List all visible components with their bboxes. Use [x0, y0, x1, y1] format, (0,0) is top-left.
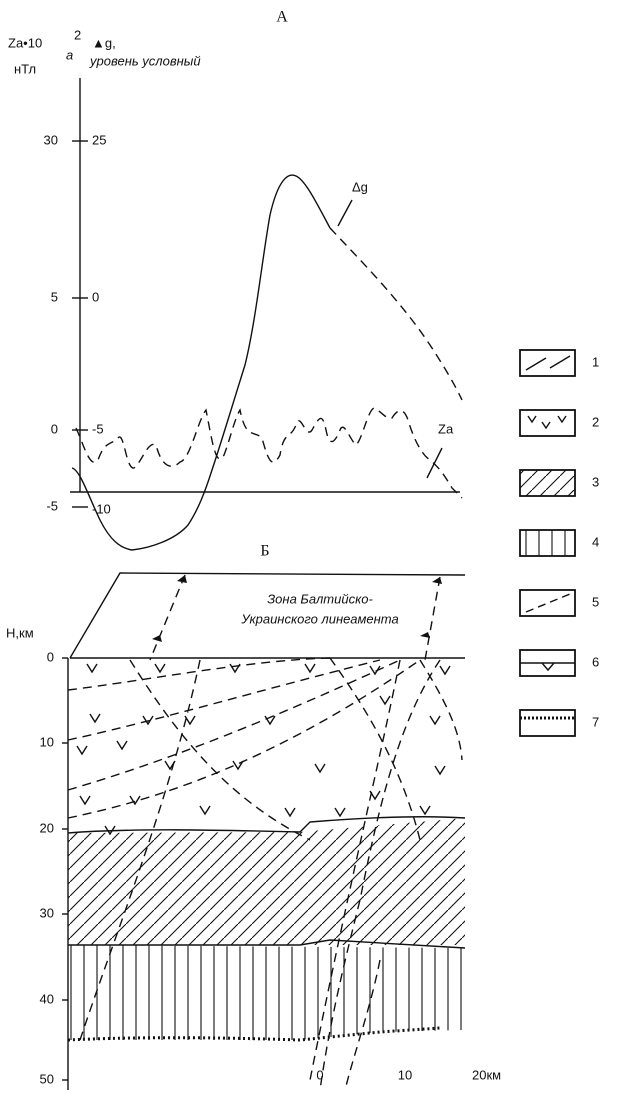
- legend-label: 2: [592, 414, 599, 429]
- v-mark: [315, 764, 325, 772]
- scale-label: 10: [398, 1067, 412, 1082]
- axis-title: H,км: [6, 625, 34, 640]
- v-mark: [430, 716, 440, 724]
- y-tick-label: 0: [51, 421, 58, 436]
- v-mark: [440, 666, 450, 674]
- y-tick-label: 30: [40, 905, 54, 920]
- layer-hatch: [68, 818, 465, 945]
- v-mark: [420, 806, 430, 814]
- legend-label: 7: [592, 714, 599, 729]
- figure: А Za•10 2 a нТл ▲g, уровень условный Δg …: [0, 0, 624, 1096]
- legend-box: [520, 410, 575, 436]
- zone-arrow: [152, 575, 442, 642]
- scale-label: 20км: [472, 1067, 501, 1082]
- v-mark: [80, 796, 90, 804]
- y-tick-label: 25: [92, 132, 106, 147]
- y-tick-label: -5: [46, 498, 58, 513]
- legend-label: 1: [592, 354, 599, 369]
- scale-label: 0: [316, 1067, 323, 1082]
- panel-label: А: [276, 9, 288, 26]
- y-tick-label: 0: [92, 289, 99, 304]
- v-mark: [230, 664, 240, 672]
- axis-unit: нТл: [14, 61, 36, 76]
- delta-g-curve: [330, 228, 462, 400]
- y-tick-label: 10: [40, 734, 54, 749]
- legend-box: [520, 710, 575, 736]
- curve-label: Δg: [352, 179, 368, 194]
- leader-line: [338, 200, 352, 226]
- v-mark: [90, 714, 100, 722]
- v-mark: [117, 741, 127, 749]
- v-mark: [143, 716, 153, 724]
- za-curve: [76, 408, 462, 498]
- legend-box: [520, 530, 575, 556]
- axis-subtitle: уровень условный: [89, 53, 201, 68]
- v-mark: [155, 664, 165, 672]
- zone-label: Украинского линеамента: [240, 611, 398, 626]
- legend-label: 4: [592, 534, 599, 549]
- v-mark: [305, 664, 315, 672]
- y-tick-label: 50: [40, 1071, 54, 1086]
- legend-box: [520, 470, 575, 496]
- axis-title: Za•10: [8, 35, 42, 50]
- delta-g-curve: [72, 175, 330, 550]
- panel-label: Б: [260, 543, 269, 560]
- v-mark: [435, 766, 445, 774]
- leader-line: [427, 448, 442, 478]
- layer-vertical: [68, 945, 465, 1040]
- v-mark: [335, 808, 345, 816]
- legend-box: [520, 350, 575, 376]
- v-mark: [77, 746, 87, 754]
- v-mark: [380, 696, 390, 704]
- axis-title: ▲g,: [92, 35, 116, 50]
- v-mark: [233, 761, 243, 769]
- legend-label: 3: [592, 474, 599, 489]
- y-tick-label: 40: [40, 991, 54, 1006]
- v-mark: [87, 664, 97, 672]
- y-tick-label: 30: [44, 132, 58, 147]
- curve-label: Za: [438, 421, 454, 436]
- y-tick-label: -5: [92, 421, 104, 436]
- axis-subscript: a: [66, 47, 73, 62]
- axis-superscript: 2: [74, 27, 81, 42]
- v-mark: [285, 808, 295, 816]
- v-mark: [185, 716, 195, 724]
- legend-label: 6: [592, 654, 599, 669]
- zone-label: Зона Балтийско-: [267, 591, 373, 606]
- y-tick-label: 20: [40, 820, 54, 835]
- y-tick-label: 0: [47, 649, 54, 664]
- legend-box: [520, 590, 575, 616]
- y-tick-label: -10: [92, 501, 111, 516]
- y-tick-label: 5: [51, 289, 58, 304]
- legend-label: 5: [592, 594, 599, 609]
- v-mark: [200, 806, 210, 814]
